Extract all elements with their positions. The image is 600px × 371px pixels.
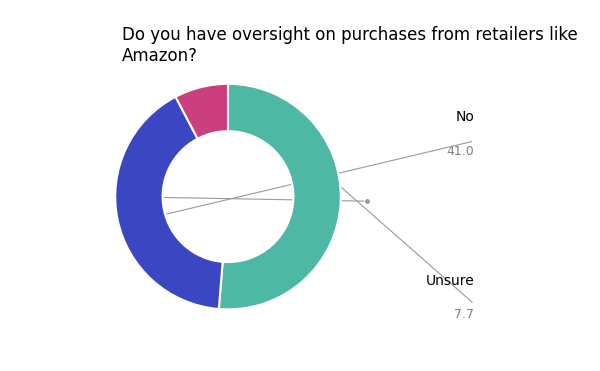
Wedge shape bbox=[219, 84, 341, 309]
Text: Yes: Yes bbox=[118, 166, 140, 180]
Text: 7.7: 7.7 bbox=[454, 308, 475, 321]
Text: 51.3: 51.3 bbox=[118, 200, 146, 213]
Text: Unsure: Unsure bbox=[425, 273, 475, 288]
Text: Do you have oversight on purchases from retailers like
Amazon?: Do you have oversight on purchases from … bbox=[122, 26, 578, 65]
Text: 41.0: 41.0 bbox=[446, 145, 475, 158]
Wedge shape bbox=[115, 97, 223, 309]
Wedge shape bbox=[176, 84, 228, 139]
Text: No: No bbox=[455, 110, 475, 124]
